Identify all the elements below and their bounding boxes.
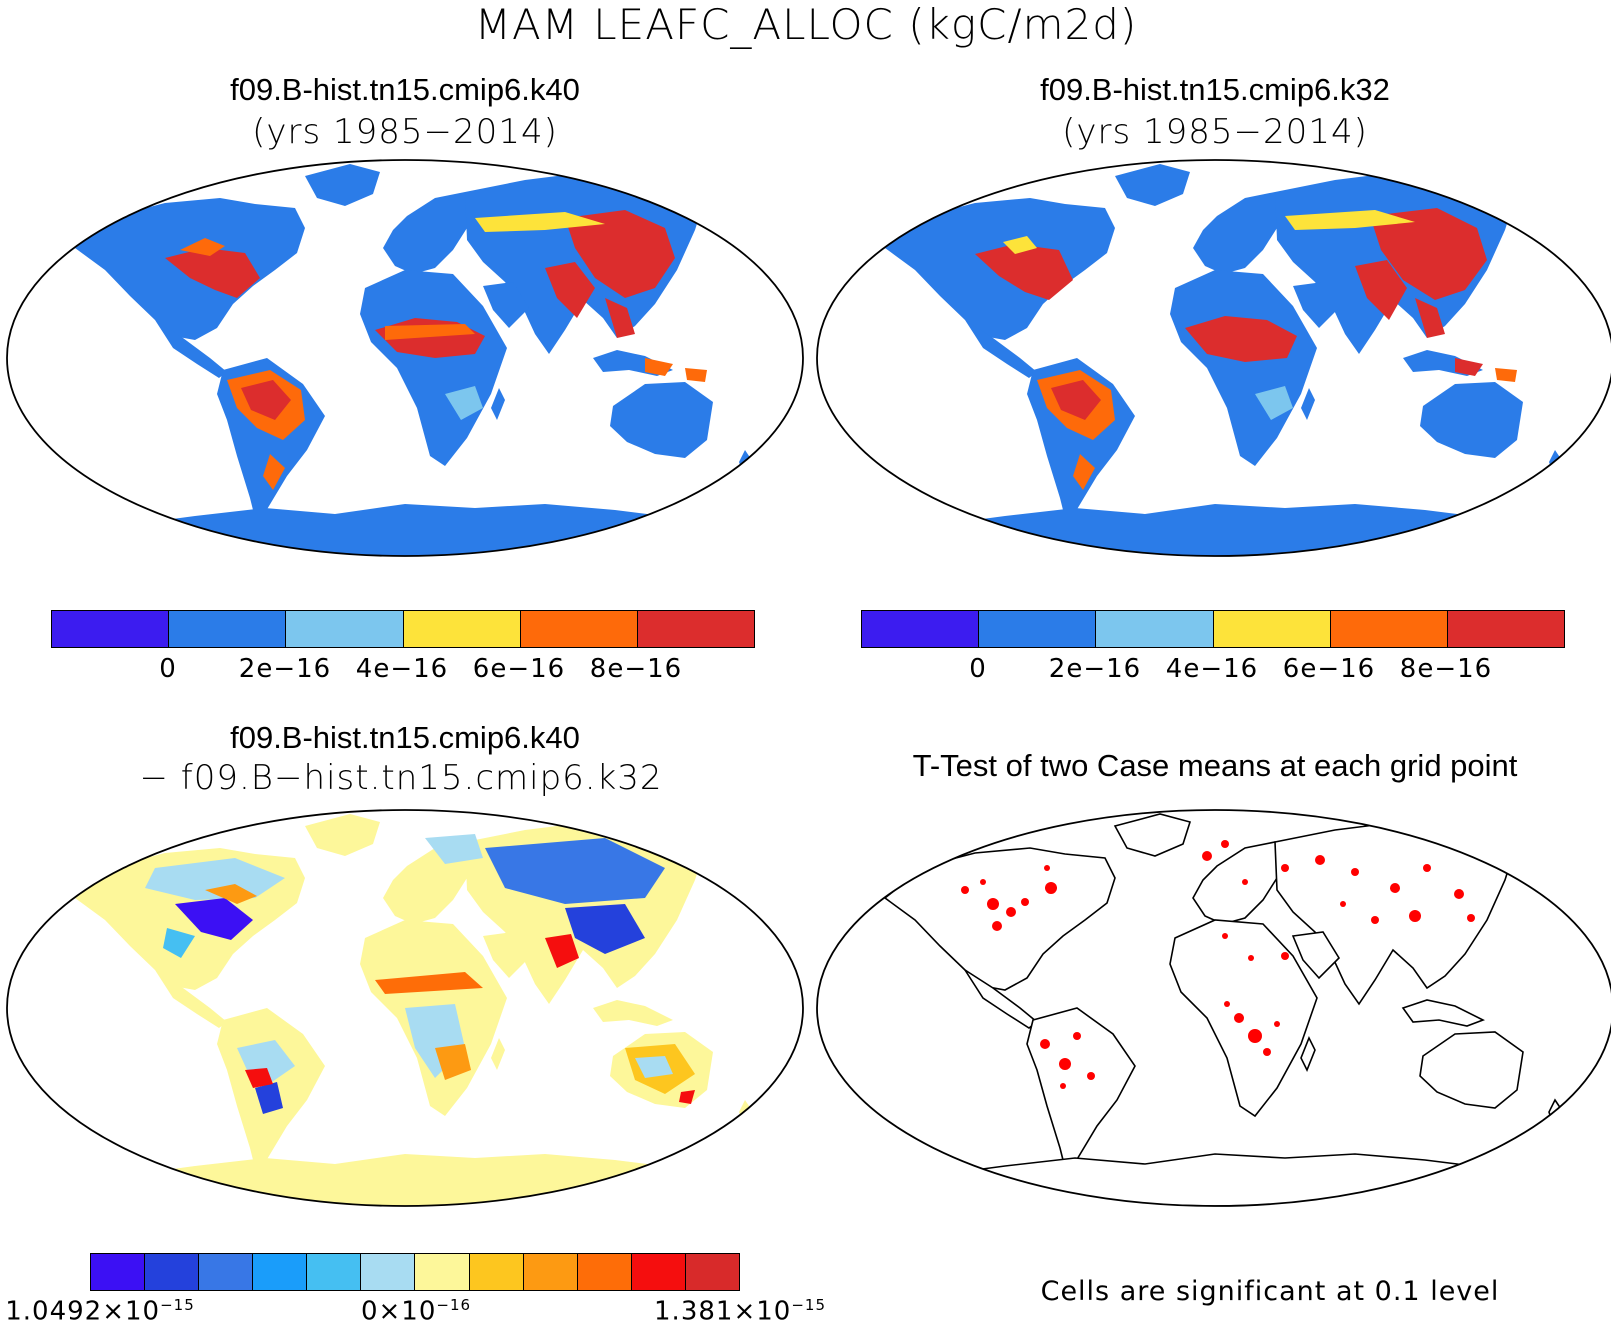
colorbar-tick: 0: [969, 654, 987, 684]
map-bottom-left: [6, 809, 804, 1207]
colorbar-top-right: [861, 610, 1565, 648]
main-title: MAM LEAFC_ALLOC (kgC/m2d): [474, 0, 1138, 49]
tick-mantissa: 1.381×10: [654, 1296, 792, 1327]
panel-subtitle-top-right: (yrs 1985−2014): [1062, 112, 1368, 152]
tick-mantissa: 0×10: [360, 1296, 437, 1327]
colorbar-swatch: [169, 611, 287, 647]
difference-regions: [145, 834, 695, 1114]
panel-subtitle-bottom-left: − f09.B−hist.tn15.cmip6.k32: [139, 758, 663, 798]
colorbar-swatch: [145, 1254, 200, 1290]
tick-mantissa: 1.0492×10: [5, 1296, 161, 1327]
colorbar-tick: 4e−16: [355, 654, 449, 684]
colorbar-swatch: [415, 1254, 470, 1290]
colorbar-swatch: [253, 1254, 308, 1290]
colorbar-swatch: [1447, 611, 1565, 647]
colorbar-tick-right: 1.381×10−15: [654, 1296, 826, 1327]
colorbar-swatch: [631, 1254, 686, 1290]
colorbar-swatch: [52, 611, 170, 647]
colorbar-swatch: [361, 1254, 416, 1290]
colorbar-swatch: [1330, 611, 1448, 647]
colorbar-tick: 4e−16: [1165, 654, 1259, 684]
colorbar-difference: [90, 1253, 740, 1291]
colorbar-top-left: [51, 610, 755, 648]
colorbar-tick: 0: [159, 654, 177, 684]
colorbar-swatch: [1213, 611, 1331, 647]
colorbar-swatch: [520, 611, 638, 647]
colorbar-swatch: [199, 1254, 254, 1290]
colorbar-swatch: [979, 611, 1097, 647]
colorbar-swatch: [577, 1254, 632, 1290]
significant-cells: [961, 840, 1475, 1089]
high-value-regions: [165, 210, 707, 490]
tick-exponent: −16: [436, 1296, 472, 1314]
map-top-left: [6, 159, 804, 557]
colorbar-swatch: [637, 611, 755, 647]
panel-subtitle-top-left: (yrs 1985−2014): [252, 112, 558, 152]
colorbar-tick: 2e−16: [238, 654, 332, 684]
colorbar-tick-left: 1.0492×10−15: [5, 1296, 195, 1327]
colorbar-swatch: [307, 1254, 362, 1290]
colorbar-swatch: [403, 611, 521, 647]
high-value-regions: [975, 208, 1517, 490]
panel-title-bottom-left: f09.B-hist.tn15.cmip6.k40: [230, 720, 580, 755]
colorbar-swatch: [862, 611, 980, 647]
colorbar-tick: 8e−16: [1399, 654, 1493, 684]
colorbar-swatch: [523, 1254, 578, 1290]
panel-title-top-left: f09.B-hist.tn15.cmip6.k40: [230, 72, 580, 107]
colorbar-swatch: [286, 611, 404, 647]
colorbar-swatch: [1096, 611, 1214, 647]
panel-title-bottom-right: T-Test of two Case means at each grid po…: [912, 748, 1518, 783]
ttest-significance-note: Cells are significant at 0.1 level: [1040, 1276, 1500, 1307]
map-top-right: [816, 159, 1611, 557]
panel-title-top-right: f09.B-hist.tn15.cmip6.k32: [1040, 72, 1390, 107]
colorbar-swatch: [685, 1254, 739, 1290]
colorbar-tick: 6e−16: [1282, 654, 1376, 684]
colorbar-swatch: [91, 1254, 146, 1290]
tick-exponent: −15: [160, 1296, 195, 1314]
colorbar-tick-mid: 0×10−16: [361, 1296, 471, 1327]
colorbar-tick: 8e−16: [589, 654, 683, 684]
colorbar-swatch: [469, 1254, 524, 1290]
tick-exponent: −15: [791, 1296, 826, 1314]
map-bottom-right: [816, 809, 1611, 1207]
colorbar-tick: 2e−16: [1048, 654, 1142, 684]
colorbar-tick: 6e−16: [472, 654, 566, 684]
